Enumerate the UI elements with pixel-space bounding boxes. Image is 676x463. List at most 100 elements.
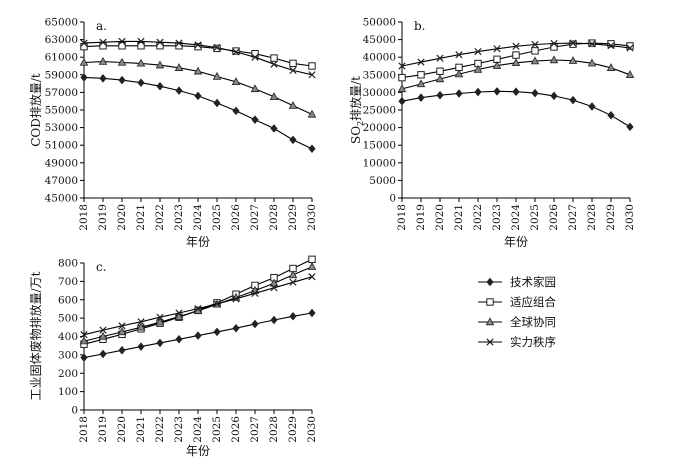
y-tick-label: 45000 (363, 34, 396, 46)
data-point-x (474, 47, 482, 56)
data-point-diamond (232, 106, 240, 116)
legend-label: 全球协同 (510, 315, 556, 329)
chart-panel-c: 0 100 200 300 400 500 600 700 800 2018 2019 2020 202… (28, 255, 318, 458)
data-point-x (156, 38, 164, 46)
data-point-square (512, 51, 520, 59)
data-point-x (398, 62, 406, 70)
data-point-diamond (80, 73, 88, 82)
data-point-x (80, 331, 88, 339)
data-point-square (569, 40, 577, 48)
data-point-diamond (270, 124, 278, 133)
y-tick-label: 53000 (45, 122, 78, 134)
x-tick-label: 2023 (173, 204, 185, 231)
data-point-diamond (137, 342, 145, 351)
y-tick-label: 400 (58, 331, 78, 343)
x-tick-label: 2019 (415, 204, 427, 231)
x-tick-label: 2028 (268, 416, 280, 443)
x-tick-label: 2027 (249, 416, 261, 443)
data-point-square (308, 62, 316, 70)
data-point-square (531, 47, 539, 55)
series-line (83, 266, 313, 342)
series-x (80, 273, 316, 339)
x-axis-title: 年份 (504, 235, 528, 249)
data-point-x (550, 39, 558, 48)
data-point-x (175, 309, 183, 317)
y-tick-label: 40000 (363, 52, 396, 64)
data-point-square (80, 42, 88, 51)
data-point-triangle (492, 61, 502, 69)
data-point-triangle (269, 278, 279, 287)
data-point-x (99, 38, 107, 46)
data-point-diamond (308, 308, 316, 318)
data-point-square (118, 42, 126, 50)
data-point-x (289, 66, 297, 75)
data-point-diamond (398, 96, 406, 106)
y-tick-label: 65000 (45, 17, 78, 29)
y-axis-title: SO2排放量/t (348, 76, 365, 144)
data-point-triangle (587, 58, 597, 67)
data-point-square (550, 43, 558, 51)
data-point-diamond (118, 75, 126, 85)
data-point-diamond (569, 95, 577, 105)
data-point-triangle (288, 270, 298, 279)
data-point-diamond (194, 91, 202, 101)
data-point-triangle (416, 79, 426, 88)
y-tick-label: 49000 (45, 157, 78, 169)
data-point-diamond (289, 135, 297, 145)
series-x (80, 37, 316, 79)
data-point-square (607, 40, 615, 48)
x-tick-label: 2023 (173, 416, 185, 443)
data-point-diamond (137, 78, 145, 87)
data-point-triangle (288, 100, 298, 109)
x-tick-label: 2030 (306, 204, 318, 231)
data-point-triangle (117, 327, 127, 336)
data-point-diamond (175, 86, 183, 95)
data-point-diamond (493, 87, 501, 96)
y-tick-label: 600 (58, 294, 78, 306)
y-tick-label: 500 (58, 313, 78, 325)
data-point-x (308, 71, 316, 79)
y-axis-title: COD排放量/t (28, 73, 43, 147)
y-tick-label: 50000 (363, 17, 396, 29)
data-point-diamond (118, 346, 126, 355)
data-point-square (270, 54, 278, 62)
legend-label: 实力秩序 (510, 335, 556, 349)
y-tick-label: 25000 (363, 105, 396, 117)
data-point-x (232, 48, 240, 56)
x-tick-label: 2022 (154, 416, 166, 443)
data-point-square (626, 42, 634, 50)
legend-item: 实力秩序 (478, 335, 556, 349)
data-point-x (417, 58, 425, 66)
series-line (401, 90, 631, 128)
x-tick-label: 2027 (249, 204, 261, 231)
data-point-x (251, 53, 259, 61)
data-point-triangle (155, 60, 165, 69)
y-axis-title-part: 排放量/t (348, 76, 363, 121)
data-point-square (289, 59, 297, 68)
data-point-diamond (251, 115, 259, 124)
data-point-triangle (307, 262, 317, 270)
y-tick-label: 300 (58, 349, 78, 361)
y-tick-label: 45000 (45, 193, 78, 205)
legend-label: 适应组合 (510, 295, 556, 309)
data-point-x (99, 326, 107, 334)
data-point-triangle (98, 331, 108, 340)
data-point-triangle (117, 57, 127, 66)
y-tick-label: 100 (58, 386, 78, 398)
x-tick-label: 2025 (211, 204, 223, 231)
data-point-triangle (454, 69, 464, 78)
data-point-triangle (136, 322, 146, 331)
x-tick-label: 2029 (287, 416, 299, 443)
x-tick-label: 2026 (548, 204, 560, 231)
y-tick-label: 800 (58, 258, 78, 270)
data-point-diamond (156, 81, 164, 91)
data-point-triangle (98, 56, 108, 65)
series-diamond (80, 73, 316, 153)
data-point-triangle (212, 71, 222, 80)
data-point-diamond (80, 353, 88, 362)
data-point-triangle (473, 64, 483, 73)
data-point-diamond (213, 327, 221, 337)
data-point-triangle (155, 317, 165, 326)
x-tick-label: 2019 (97, 204, 109, 231)
